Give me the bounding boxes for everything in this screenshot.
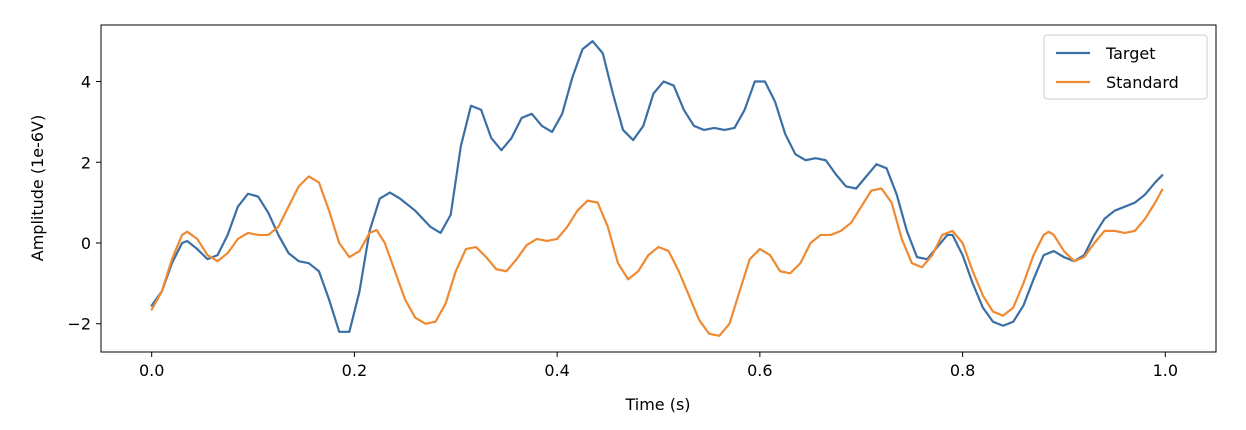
legend-label-target: Target [1105, 44, 1156, 63]
series-line-target [150, 40, 1164, 333]
x-tick-label: 0.0 [139, 361, 164, 380]
x-axis-label: Time (s) [624, 395, 690, 414]
x-tick-label: 0.4 [544, 361, 569, 380]
series-line-standard [150, 175, 1164, 337]
legend: Target Standard [1043, 34, 1208, 100]
series-lines [150, 40, 1164, 337]
y-axis-ticks: −2 0 2 4 [67, 73, 101, 334]
x-tick-label: 1.0 [1153, 361, 1178, 380]
y-tick-label: 2 [81, 153, 91, 172]
x-tick-label: 0.8 [950, 361, 975, 380]
y-tick-label: 0 [81, 234, 91, 253]
x-tick-label: 0.6 [747, 361, 772, 380]
plot-area [100, 24, 1217, 353]
x-axis-ticks: 0.0 0.2 0.4 0.6 0.8 1.0 [139, 352, 1178, 380]
y-tick-label: 4 [81, 73, 91, 92]
x-tick-label: 0.2 [342, 361, 367, 380]
legend-label-standard: Standard [1106, 73, 1179, 92]
y-tick-label: −2 [67, 315, 91, 334]
y-axis-label: Amplitude (1e-6V) [28, 115, 47, 261]
